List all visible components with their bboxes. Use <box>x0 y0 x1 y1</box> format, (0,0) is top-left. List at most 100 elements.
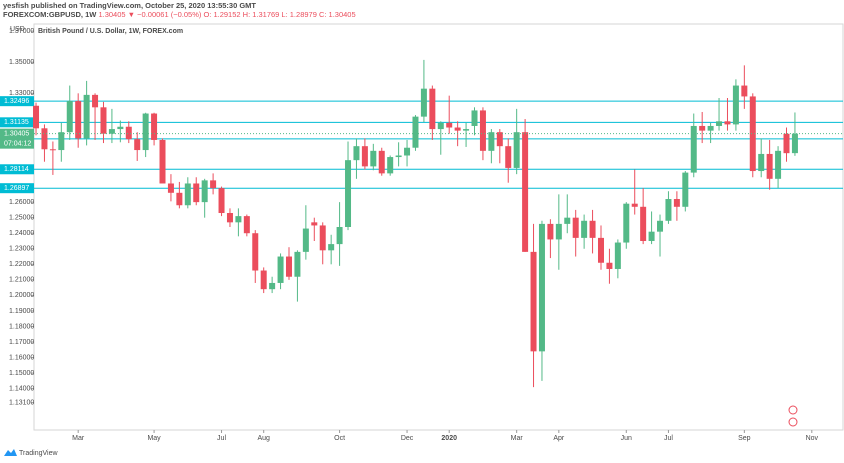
candle-body <box>530 251 537 352</box>
candle-body <box>429 88 436 130</box>
level-label-box <box>0 96 34 107</box>
y-tick-label: 1.14000 <box>9 385 34 392</box>
x-tick-label: Mar <box>511 435 524 442</box>
candle-body <box>749 96 756 172</box>
alert-icon <box>788 405 798 415</box>
candle-body <box>412 116 419 148</box>
countdown: 07:04:12 <box>4 141 31 148</box>
candle-body <box>555 223 562 240</box>
candle-body <box>33 105 40 129</box>
y-tick-label: 1.17000 <box>9 339 34 346</box>
candle-body <box>218 188 225 214</box>
plot: 1.37000 1.35000 1.33000 1.26000 1.25000 1.240… <box>0 28 843 442</box>
candle-body <box>783 133 790 154</box>
candle-body <box>395 155 402 158</box>
candle-body <box>665 199 672 221</box>
candle-body <box>41 128 48 150</box>
candle-body <box>294 251 301 277</box>
candle-body <box>690 125 697 173</box>
candle-body <box>302 228 309 252</box>
candle-body <box>75 101 82 139</box>
y-tick-label: 1.24000 <box>9 230 34 237</box>
candle-body <box>193 183 200 203</box>
x-tick-label: Oct <box>334 435 345 442</box>
y-tick-label: 1.16000 <box>9 354 34 361</box>
y-tick-label: 1.26000 <box>9 199 34 206</box>
candle-body <box>378 150 385 174</box>
x-tick-label: Nov <box>806 435 819 442</box>
footer-logo: TradingView <box>4 449 58 457</box>
candle-body <box>252 233 259 271</box>
candle-body <box>420 88 427 117</box>
publisher: yesfish published on TradingView.com, Oc… <box>3 1 256 10</box>
alert-icons <box>788 405 798 427</box>
level-label: 1.32496 <box>4 98 29 105</box>
candle-body <box>471 110 478 126</box>
level-label: 1.28114 <box>4 166 29 173</box>
x-tick-label: 2020 <box>441 435 457 442</box>
candle-body <box>361 146 368 167</box>
candle-body <box>716 121 723 126</box>
x-tick-label: Jul <box>664 435 673 442</box>
candle-body <box>724 121 731 125</box>
candle-body <box>640 206 647 241</box>
candle-body <box>159 139 166 184</box>
x-tick-label: Sep <box>738 435 751 442</box>
x-tick-label: Jun <box>621 435 632 442</box>
candle-body <box>167 183 174 193</box>
candle-body <box>345 160 352 227</box>
candle-body <box>336 227 343 245</box>
candle-body <box>648 231 655 241</box>
y-tick-label: 1.13100 <box>9 399 34 406</box>
candle-body <box>117 126 124 130</box>
candle-body <box>538 223 545 352</box>
candle-body <box>83 94 90 139</box>
candle-body <box>631 203 638 207</box>
y-tick-label: 1.19000 <box>9 308 34 315</box>
candle-body <box>142 113 149 151</box>
y-tick-label: 1.35000 <box>9 59 34 66</box>
candle-body <box>134 139 141 151</box>
y-tick-label: 1.20000 <box>9 292 34 299</box>
candle-body <box>614 242 621 269</box>
candle-body <box>210 180 217 189</box>
candle-body <box>766 153 773 179</box>
y-tick-label: 1.25000 <box>9 215 34 222</box>
candle-body <box>454 127 461 131</box>
candle-body <box>387 157 394 174</box>
candle-body <box>370 150 377 167</box>
candle-body <box>151 113 158 140</box>
x-tick-label: Apr <box>553 435 565 442</box>
candle-body <box>581 220 588 238</box>
logo-icon <box>4 449 17 456</box>
level-label: 1.26897 <box>4 185 29 192</box>
y-tick-label: 1.23000 <box>9 246 34 253</box>
candle-body <box>235 216 242 223</box>
plot-frame <box>33 23 844 431</box>
candle-body <box>260 270 267 290</box>
candle-body <box>741 85 748 97</box>
candle-body <box>682 172 689 207</box>
candle-body <box>58 132 65 151</box>
candle-body <box>673 199 680 207</box>
x-tick-label: Aug <box>257 435 270 442</box>
y-tick-label: 1.15000 <box>9 370 34 377</box>
candle-body <box>108 129 115 134</box>
level-label-box <box>0 164 34 175</box>
candle-body <box>488 132 495 151</box>
alert-icon <box>788 417 798 427</box>
y-tick-label: 1.22000 <box>9 261 34 268</box>
candle-body <box>606 262 613 269</box>
x-tick-label: Jul <box>217 435 226 442</box>
candle-body <box>404 147 411 156</box>
candle-body <box>311 222 318 226</box>
candle-body <box>66 101 73 133</box>
candle-body <box>758 153 765 172</box>
candle-body <box>791 133 798 154</box>
currency: USD <box>10 26 25 33</box>
symbol: FOREXCOM:GBPUSD, 1W <box>3 10 97 19</box>
candle-body <box>243 216 250 234</box>
level-label-box <box>0 117 34 128</box>
candle-body <box>446 122 453 128</box>
